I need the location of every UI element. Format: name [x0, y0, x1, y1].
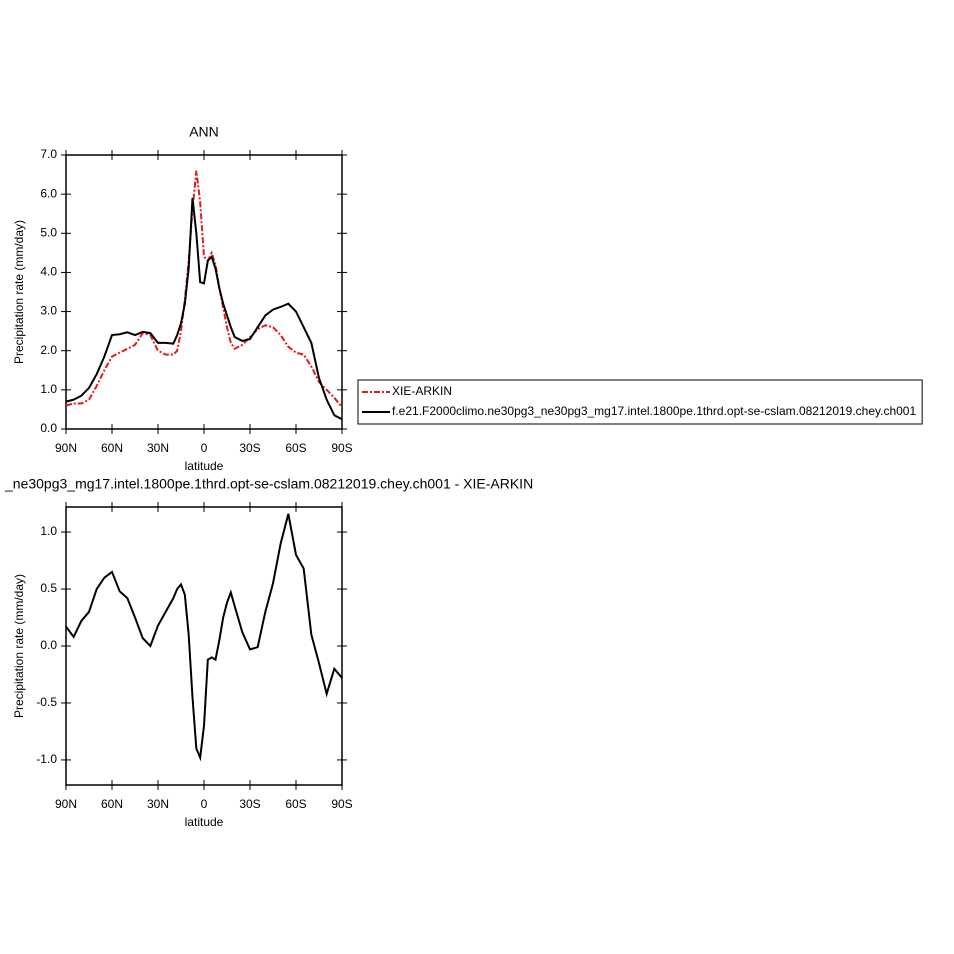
y-tick-label: 0.5 [40, 581, 57, 595]
y-tick-label: 2.0 [40, 343, 57, 357]
data-line [65, 197, 343, 421]
plot-frame [65, 506, 343, 786]
x-tick-label: 90S [331, 797, 352, 811]
x-tick-label: 0 [201, 441, 208, 455]
x-tick-label: 60N [101, 441, 123, 455]
x-tick-label: 30N [147, 797, 169, 811]
y-tick-label: -1.0 [36, 752, 57, 766]
x-tick-label: 90N [55, 441, 77, 455]
y-tick-label: 7.0 [40, 147, 57, 161]
x-tick-label: 60S [285, 441, 306, 455]
y-tick-label: 5.0 [40, 225, 57, 239]
x-axis-label: latitude [185, 815, 224, 829]
chart-title: ANN [189, 124, 219, 140]
legend: XIE-ARKIN f.e21.F2000climo.ne30pg3_ne30pg… [357, 379, 923, 425]
legend-frame [357, 379, 923, 425]
x-tick-label: 30S [239, 797, 260, 811]
y-tick-label: 3.0 [40, 304, 57, 318]
chart-title: _ne30pg3_mg17.intel.1800pe.1thrd.opt-se-… [4, 476, 533, 492]
legend-label: f.e21.F2000climo.ne30pg3_ne30pg3_mg17.in… [392, 404, 916, 418]
y-tick-label: 0.0 [40, 421, 57, 435]
x-tick-label: 60N [101, 797, 123, 811]
x-tick-label: 30S [239, 441, 260, 455]
data-line [65, 170, 343, 409]
x-tick-label: 60S [285, 797, 306, 811]
y-axis-label: Precipitation rate (mm/day) [12, 574, 26, 718]
y-tick-label: 0.0 [40, 638, 57, 652]
plot-frame [65, 154, 343, 430]
x-tick-label: 90S [331, 441, 352, 455]
x-tick-label: 30N [147, 441, 169, 455]
y-axis-label: Precipitation rate (mm/day) [12, 220, 26, 364]
y-tick-label: -0.5 [36, 695, 57, 709]
y-tick-label: 1.0 [40, 382, 57, 396]
data-line [65, 513, 343, 762]
x-tick-label: 90N [55, 797, 77, 811]
y-tick-label: 1.0 [40, 524, 57, 538]
y-tick-label: 6.0 [40, 186, 57, 200]
x-axis-label: latitude [185, 459, 224, 473]
x-tick-label: 0 [201, 797, 208, 811]
legend-label: XIE-ARKIN [392, 384, 452, 398]
y-tick-label: 4.0 [40, 265, 57, 279]
